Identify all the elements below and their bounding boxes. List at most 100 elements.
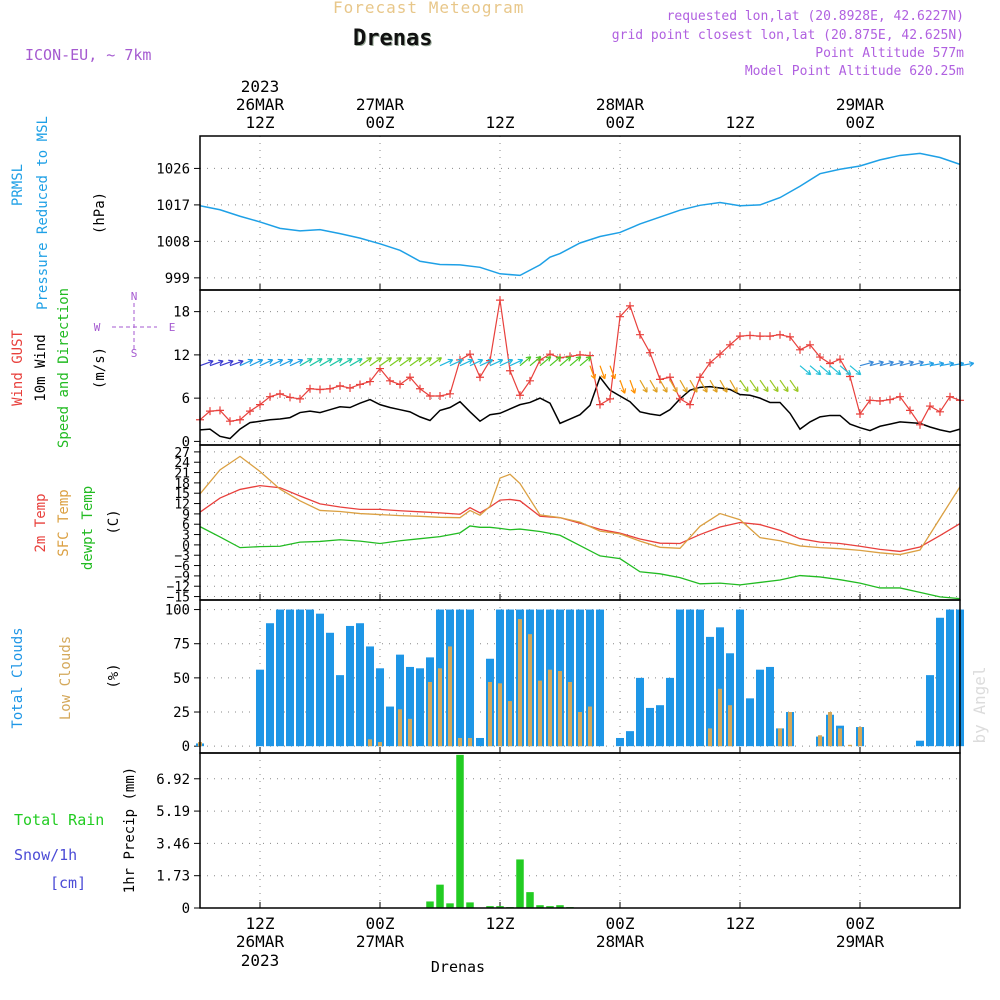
total-cloud-bar — [466, 609, 474, 747]
total-cloud-bar — [656, 705, 664, 747]
low-cloud-bar — [368, 739, 372, 747]
low-cloud-bar — [718, 688, 722, 747]
total-cloud-bar — [596, 609, 604, 747]
wind-gust-point — [296, 394, 304, 403]
wind-gust-point — [236, 415, 244, 424]
wind-gust-point — [816, 353, 824, 362]
wind-direction-arrow — [319, 358, 333, 367]
low-cloud-bar — [548, 669, 552, 747]
bottom-day-label: 29MAR — [836, 932, 885, 951]
low-cloud-bar — [728, 705, 732, 747]
total-cloud-bar — [476, 737, 484, 747]
temp-unit: (C) — [106, 509, 122, 534]
model-altitude: Model Point Altitude 620.25m — [744, 64, 964, 79]
wind-gust-point — [326, 384, 334, 393]
wind-gust-point — [766, 332, 774, 341]
total-cloud-bar — [396, 654, 404, 747]
wind-direction-arrow — [499, 358, 514, 367]
wind-gust-point — [526, 376, 534, 385]
wind-gust-point — [266, 392, 274, 401]
wind-direction-arrow — [389, 357, 403, 367]
wind-label: 10m Wind — [33, 334, 49, 401]
wind-gust-point — [336, 381, 344, 390]
temp-sfc-line — [199, 455, 961, 556]
low-cloud-bar — [398, 709, 402, 747]
wind-direction-arrow — [549, 356, 562, 367]
wind-direction-arrow — [209, 359, 224, 367]
wind-direction-arrow — [849, 365, 862, 376]
wind-gust-point — [226, 417, 234, 426]
wind-direction-arrow — [649, 379, 658, 393]
wind-gust-point — [246, 407, 254, 416]
rain-bar — [546, 906, 554, 908]
y-tick-label: 0 — [182, 539, 190, 554]
bottom-day-label: 27MAR — [356, 932, 405, 951]
low-cloud-bar — [778, 728, 782, 747]
total-cloud-bar — [746, 698, 754, 747]
total-cloud-bar — [456, 609, 464, 747]
total-cloud-bar — [536, 609, 544, 747]
total-cloud-bar — [256, 669, 264, 747]
wind-direction-arrow — [759, 379, 769, 393]
wind-unit: (m/s) — [92, 347, 108, 389]
y-tick-label: −9 — [174, 570, 190, 585]
meteogram-title: Forecast Meteogram — [333, 0, 525, 17]
wind-direction-arrow — [739, 379, 749, 393]
total-cloud-bar — [696, 609, 704, 747]
total-cloud-bar — [616, 737, 624, 747]
wind-gust-point — [516, 391, 524, 400]
wind-gust-point — [786, 332, 794, 341]
total-cloud-bar — [366, 646, 374, 747]
bottom-hour-label: 00Z — [606, 914, 635, 933]
dewpoint-line — [199, 525, 961, 600]
wind-direction-arrow — [719, 379, 728, 393]
total-cloud-bar — [346, 625, 354, 747]
wind-gust-point — [756, 332, 764, 341]
wind-gust-point — [596, 400, 604, 409]
panel-frame — [199, 752, 961, 909]
rain-bar — [526, 892, 534, 908]
wind-direction-arrow — [729, 379, 738, 393]
compass-north: N — [131, 290, 138, 303]
rain-bar — [516, 859, 524, 908]
low-cloud-bar — [538, 680, 542, 747]
wind-direction-arrow — [569, 356, 582, 367]
wind-direction-arrow — [249, 358, 264, 367]
rain-label: Total Rain — [14, 811, 104, 829]
wind-direction-arrow — [639, 379, 648, 393]
wind-direction-arrow — [709, 379, 718, 393]
wind-direction-arrow — [829, 365, 842, 376]
wind-speed-line — [199, 375, 961, 440]
wind-direction-arrow — [449, 358, 464, 367]
low-cloud-bar — [838, 728, 842, 747]
rain-bar — [466, 902, 474, 908]
wind-gust-point — [606, 394, 614, 403]
bottom-hour-label: 00Z — [366, 914, 395, 933]
wind-gust-point — [346, 384, 354, 393]
wind-direction-arrow — [799, 365, 812, 376]
total-cloud-bar — [926, 675, 934, 747]
y-tick-label: −12 — [167, 580, 190, 595]
total-cloud-bar — [386, 706, 394, 747]
wind-gust-point — [256, 400, 264, 409]
wind-gust-point — [676, 394, 684, 403]
low-cloud-bar — [848, 744, 852, 747]
wind-direction-arrow — [299, 358, 313, 367]
bottom-day-label: 26MAR — [236, 932, 285, 951]
low-cloud-bar — [458, 737, 462, 747]
total-cloud-bar — [916, 740, 924, 747]
total-cloud-bar — [666, 677, 674, 747]
temp-sfc-label: SFC Temp — [56, 489, 72, 556]
wind-direction-arrow — [199, 359, 214, 367]
wind-gust-point — [636, 330, 644, 339]
y-tick-label: 25 — [173, 705, 190, 721]
wind-direction-arrow — [819, 365, 832, 376]
footer-station-label: Drenas — [431, 958, 485, 976]
y-tick-label: −6 — [174, 560, 190, 575]
top-hour-label: 00Z — [846, 113, 875, 132]
wind-gust-point — [796, 345, 804, 354]
wind-direction-arrow — [509, 358, 524, 367]
model-label: ICON-EU, ~ 7km — [25, 46, 152, 64]
wind-gust-point — [716, 350, 724, 359]
y-tick-label: 12 — [173, 348, 190, 364]
